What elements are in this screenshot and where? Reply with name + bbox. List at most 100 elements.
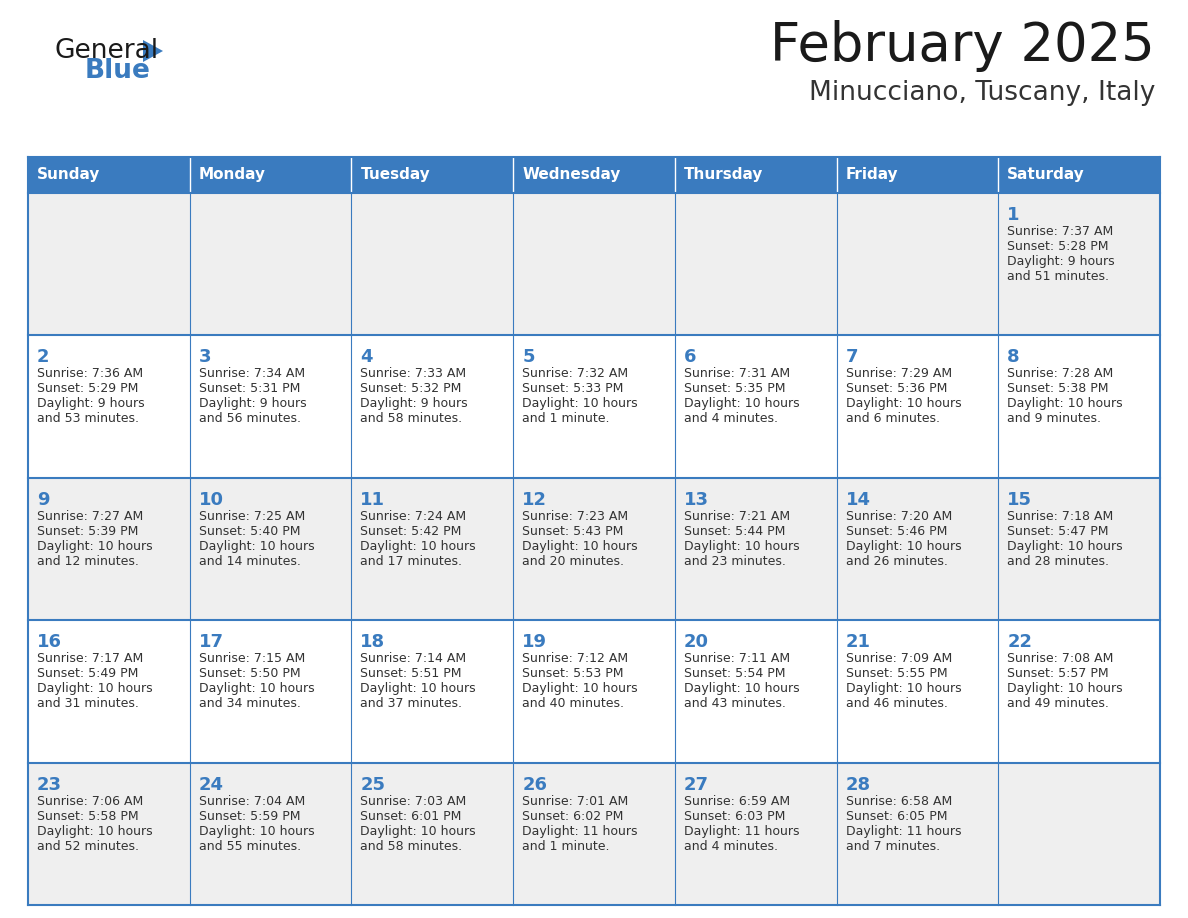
Text: 13: 13 — [684, 491, 709, 509]
Bar — [29, 621, 1159, 763]
Bar — [29, 335, 1159, 477]
Text: Sunset: 5:58 PM: Sunset: 5:58 PM — [37, 810, 139, 823]
Text: Sunrise: 7:29 AM: Sunrise: 7:29 AM — [846, 367, 952, 380]
Text: 26: 26 — [523, 776, 548, 793]
Text: Sunrise: 7:06 AM: Sunrise: 7:06 AM — [37, 795, 144, 808]
Text: 21: 21 — [846, 633, 871, 651]
Text: Daylight: 10 hours: Daylight: 10 hours — [523, 682, 638, 695]
Text: and 52 minutes.: and 52 minutes. — [37, 840, 139, 853]
Text: Sunrise: 7:12 AM: Sunrise: 7:12 AM — [523, 652, 628, 666]
Text: and 43 minutes.: and 43 minutes. — [684, 697, 785, 711]
Text: and 9 minutes.: and 9 minutes. — [1007, 412, 1101, 425]
Bar — [352, 157, 513, 193]
Text: Sunrise: 7:24 AM: Sunrise: 7:24 AM — [360, 509, 467, 522]
Text: Sunrise: 7:32 AM: Sunrise: 7:32 AM — [523, 367, 628, 380]
Text: and 7 minutes.: and 7 minutes. — [846, 840, 940, 853]
Text: Sunrise: 7:21 AM: Sunrise: 7:21 AM — [684, 509, 790, 522]
Text: Daylight: 9 hours: Daylight: 9 hours — [1007, 255, 1114, 268]
Text: 4: 4 — [360, 349, 373, 366]
Text: Daylight: 10 hours: Daylight: 10 hours — [1007, 540, 1123, 553]
Text: 3: 3 — [198, 349, 211, 366]
Text: Sunset: 5:59 PM: Sunset: 5:59 PM — [198, 810, 301, 823]
Text: Sunrise: 7:33 AM: Sunrise: 7:33 AM — [360, 367, 467, 380]
Text: Thursday: Thursday — [684, 167, 763, 183]
Text: Sunrise: 7:27 AM: Sunrise: 7:27 AM — [37, 509, 144, 522]
Text: Daylight: 10 hours: Daylight: 10 hours — [37, 682, 152, 695]
Text: Daylight: 9 hours: Daylight: 9 hours — [360, 397, 468, 410]
Text: 15: 15 — [1007, 491, 1032, 509]
Text: 1: 1 — [1007, 206, 1019, 224]
Text: and 14 minutes.: and 14 minutes. — [198, 554, 301, 568]
Text: Sunset: 5:39 PM: Sunset: 5:39 PM — [37, 525, 138, 538]
Text: and 53 minutes.: and 53 minutes. — [37, 412, 139, 425]
Text: and 17 minutes.: and 17 minutes. — [360, 554, 462, 568]
Bar — [998, 157, 1159, 193]
Text: Sunrise: 7:37 AM: Sunrise: 7:37 AM — [1007, 225, 1113, 238]
Text: 17: 17 — [198, 633, 223, 651]
Bar — [29, 477, 1159, 621]
Text: and 55 minutes.: and 55 minutes. — [198, 840, 301, 853]
Text: Sunrise: 6:58 AM: Sunrise: 6:58 AM — [846, 795, 952, 808]
Text: Daylight: 10 hours: Daylight: 10 hours — [523, 540, 638, 553]
Text: 5: 5 — [523, 349, 535, 366]
Text: 25: 25 — [360, 776, 385, 793]
Text: Sunset: 5:53 PM: Sunset: 5:53 PM — [523, 667, 624, 680]
Text: Saturday: Saturday — [1007, 167, 1085, 183]
Text: Sunrise: 7:08 AM: Sunrise: 7:08 AM — [1007, 652, 1113, 666]
Text: Daylight: 10 hours: Daylight: 10 hours — [684, 540, 800, 553]
Text: Sunrise: 7:14 AM: Sunrise: 7:14 AM — [360, 652, 467, 666]
Text: Sunday: Sunday — [37, 167, 100, 183]
Text: 27: 27 — [684, 776, 709, 793]
Text: 12: 12 — [523, 491, 548, 509]
Text: and 23 minutes.: and 23 minutes. — [684, 554, 785, 568]
Text: Sunrise: 7:28 AM: Sunrise: 7:28 AM — [1007, 367, 1113, 380]
Bar — [513, 157, 675, 193]
Text: Sunset: 5:43 PM: Sunset: 5:43 PM — [523, 525, 624, 538]
Text: 22: 22 — [1007, 633, 1032, 651]
Text: 20: 20 — [684, 633, 709, 651]
Text: General: General — [55, 38, 159, 64]
Text: Sunset: 5:32 PM: Sunset: 5:32 PM — [360, 383, 462, 396]
Text: Daylight: 10 hours: Daylight: 10 hours — [360, 540, 476, 553]
Bar — [29, 763, 1159, 905]
Text: Sunrise: 7:20 AM: Sunrise: 7:20 AM — [846, 509, 952, 522]
Text: Sunrise: 7:23 AM: Sunrise: 7:23 AM — [523, 509, 628, 522]
Text: and 34 minutes.: and 34 minutes. — [198, 697, 301, 711]
Text: and 28 minutes.: and 28 minutes. — [1007, 554, 1110, 568]
Text: Daylight: 10 hours: Daylight: 10 hours — [846, 682, 961, 695]
Bar — [836, 157, 998, 193]
Text: Daylight: 10 hours: Daylight: 10 hours — [360, 682, 476, 695]
Text: Sunset: 5:33 PM: Sunset: 5:33 PM — [523, 383, 624, 396]
Polygon shape — [143, 40, 163, 62]
Text: and 31 minutes.: and 31 minutes. — [37, 697, 139, 711]
Text: Sunset: 5:29 PM: Sunset: 5:29 PM — [37, 383, 138, 396]
Text: Daylight: 9 hours: Daylight: 9 hours — [37, 397, 145, 410]
Text: 18: 18 — [360, 633, 386, 651]
Text: Daylight: 10 hours: Daylight: 10 hours — [684, 397, 800, 410]
Text: and 4 minutes.: and 4 minutes. — [684, 840, 778, 853]
Text: 28: 28 — [846, 776, 871, 793]
Text: Daylight: 10 hours: Daylight: 10 hours — [684, 682, 800, 695]
Text: 23: 23 — [37, 776, 62, 793]
Text: Daylight: 11 hours: Daylight: 11 hours — [846, 824, 961, 837]
Text: and 40 minutes.: and 40 minutes. — [523, 697, 624, 711]
Bar — [29, 193, 1159, 335]
Text: Daylight: 10 hours: Daylight: 10 hours — [37, 824, 152, 837]
Text: and 1 minute.: and 1 minute. — [523, 412, 609, 425]
Text: Sunset: 5:49 PM: Sunset: 5:49 PM — [37, 667, 138, 680]
Text: Monday: Monday — [198, 167, 266, 183]
Text: and 46 minutes.: and 46 minutes. — [846, 697, 948, 711]
Text: 11: 11 — [360, 491, 385, 509]
Text: Sunset: 6:05 PM: Sunset: 6:05 PM — [846, 810, 947, 823]
Text: and 58 minutes.: and 58 minutes. — [360, 412, 462, 425]
Text: Daylight: 10 hours: Daylight: 10 hours — [523, 397, 638, 410]
Text: Friday: Friday — [846, 167, 898, 183]
Text: Minucciano, Tuscany, Italy: Minucciano, Tuscany, Italy — [809, 80, 1155, 106]
Text: 16: 16 — [37, 633, 62, 651]
Text: and 20 minutes.: and 20 minutes. — [523, 554, 624, 568]
Text: Sunrise: 7:17 AM: Sunrise: 7:17 AM — [37, 652, 144, 666]
Text: and 4 minutes.: and 4 minutes. — [684, 412, 778, 425]
Text: Sunrise: 7:01 AM: Sunrise: 7:01 AM — [523, 795, 628, 808]
Text: 10: 10 — [198, 491, 223, 509]
Text: Sunrise: 6:59 AM: Sunrise: 6:59 AM — [684, 795, 790, 808]
